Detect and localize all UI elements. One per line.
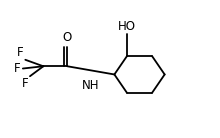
Text: F: F xyxy=(17,46,24,59)
Text: F: F xyxy=(22,77,28,90)
Text: O: O xyxy=(63,31,72,44)
Text: HO: HO xyxy=(118,20,136,33)
Text: F: F xyxy=(14,62,21,75)
Text: NH: NH xyxy=(82,79,100,92)
